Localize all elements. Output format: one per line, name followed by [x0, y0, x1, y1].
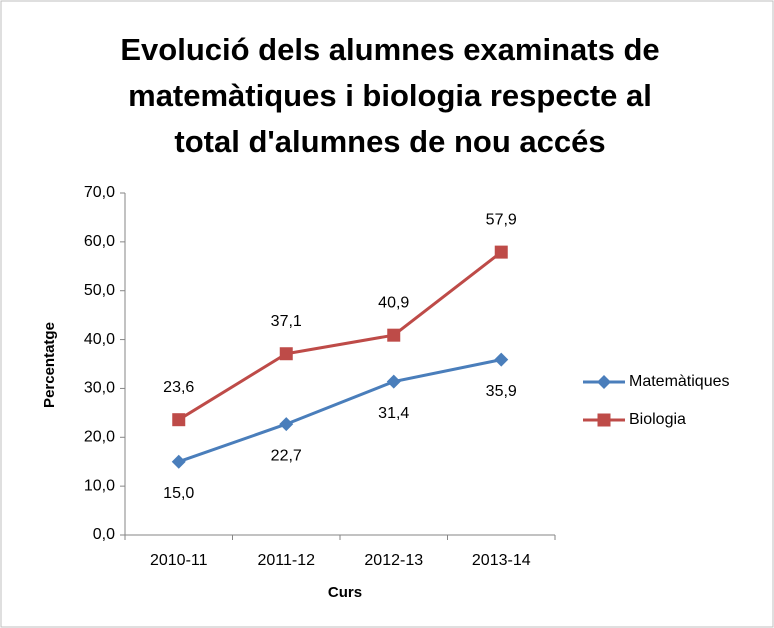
chart-title: total d'alumnes de nou accés — [174, 124, 605, 159]
y-tick-label: 70,0 — [84, 184, 115, 201]
legend-marker — [597, 375, 611, 389]
point — [386, 374, 401, 389]
data-label: 23,6 — [163, 379, 194, 396]
x-tick-label: 2013-14 — [472, 552, 531, 569]
series-line — [177, 250, 503, 421]
y-tick-label: 50,0 — [84, 282, 115, 299]
legend-label: Biologia — [629, 411, 686, 428]
chart-title: matemàtiques i biologia respecte al — [128, 78, 652, 113]
point — [387, 328, 401, 342]
data-label: 15,0 — [163, 485, 194, 502]
x-axis-title: Curs — [328, 584, 362, 601]
x-tick-label: 2010-11 — [150, 552, 208, 569]
series-line — [178, 358, 502, 464]
point — [494, 245, 508, 259]
data-label: 57,9 — [486, 211, 517, 228]
y-tick-label: 0,0 — [93, 526, 115, 543]
y-tick-label: 30,0 — [84, 380, 115, 397]
data-label: 37,1 — [271, 313, 302, 330]
y-tick-label: 40,0 — [84, 331, 115, 348]
legend-marker — [597, 413, 611, 427]
point — [172, 413, 186, 427]
data-label: 31,4 — [378, 405, 409, 422]
y-tick-label: 60,0 — [84, 233, 115, 250]
chart-title: Evolució dels alumnes examinats de — [120, 32, 659, 67]
legend-label: Matemàtiques — [629, 373, 730, 390]
point — [171, 454, 186, 469]
data-label: 22,7 — [271, 447, 302, 464]
y-tick-label: 20,0 — [84, 429, 115, 446]
point — [279, 347, 293, 361]
data-label: 35,9 — [486, 383, 517, 400]
y-axis-title: Percentatge — [41, 322, 58, 408]
data-label: 40,9 — [378, 294, 409, 311]
point — [494, 352, 509, 367]
x-tick-label: 2012-13 — [364, 552, 423, 569]
x-tick-label: 2011-12 — [257, 552, 315, 569]
point — [279, 417, 294, 432]
y-tick-label: 10,0 — [84, 477, 115, 494]
